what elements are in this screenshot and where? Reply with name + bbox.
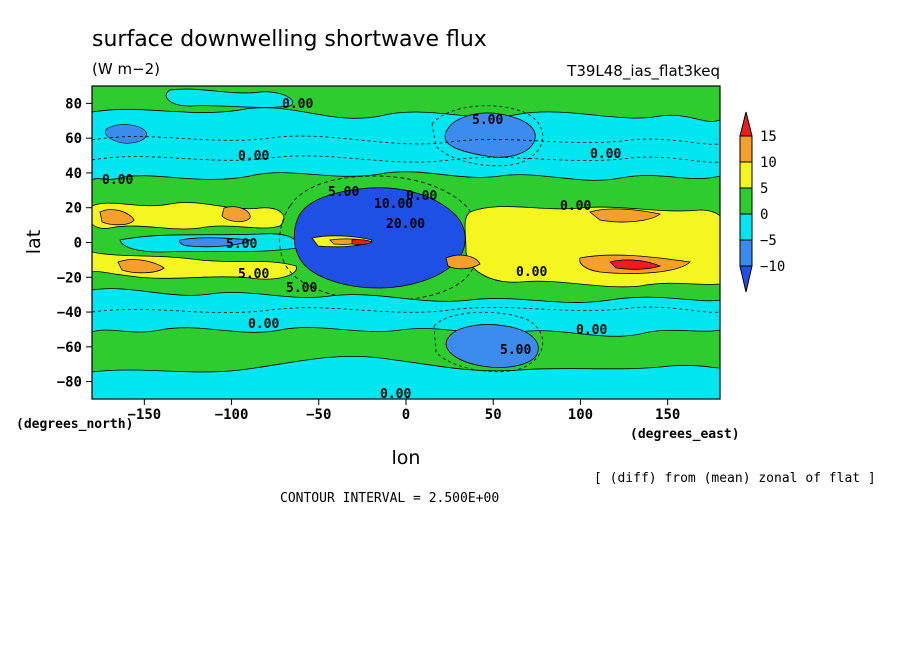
plot-area: 0.00 5.00 0.00 0.00 0.00 5.00 10.00 0.00… (57, 85, 721, 423)
fill-top-cyan-patch (165, 88, 293, 108)
contour-label: 0.00 (576, 323, 607, 338)
contour-label: 5.00 (286, 281, 317, 296)
chart-units: (W m−2) (92, 60, 160, 78)
contour-label: 5.00 (238, 267, 269, 282)
contour-label: 0.00 (248, 317, 279, 332)
y-tick-label: −20 (57, 270, 82, 286)
contour-label: 0.00 (282, 97, 313, 112)
fill-east-orange-north (589, 208, 661, 223)
fill-atlantic-red (351, 239, 373, 245)
y-tick-label: 20 (65, 201, 82, 217)
colorbar-swatch (739, 111, 753, 137)
fill-north-blue-patch (444, 112, 536, 158)
x-axis: −150 −100 −50 0 50 100 150 (127, 399, 680, 423)
chart-title: surface downwelling shortwave flux (92, 27, 487, 52)
fill-north-orange-2 (221, 206, 251, 222)
contour-fill-layer (92, 86, 720, 399)
fill-central-light-blue-ring (279, 175, 481, 301)
y-tick-label: −40 (57, 305, 82, 321)
colorbar-swatch (739, 135, 753, 163)
colorbar-label: 5 (760, 181, 768, 197)
contour-interval: CONTOUR INTERVAL = 2.500E+00 (280, 491, 499, 506)
y-tick-label: −80 (57, 375, 82, 391)
colorbar-swatch (739, 213, 753, 241)
colorbar-label: −5 (760, 233, 777, 249)
y-axis: 80 60 40 20 0 −20 −40 −60 −80 (57, 96, 92, 391)
contour-label: 0.00 (406, 189, 437, 204)
colorbar-swatch (739, 265, 753, 293)
y-tick-label: −60 (57, 340, 82, 356)
colorbar-label: −10 (760, 259, 785, 275)
fill-south-orange-west (117, 259, 165, 274)
fill-south-blue-patch (445, 324, 539, 368)
contour-lines (92, 105, 720, 373)
fill-north-cyan-left (105, 124, 147, 144)
contour-label: 0.00 (102, 173, 133, 188)
x-tick-label: 100 (568, 407, 593, 423)
fill-east-yellow-band (464, 206, 720, 288)
contour-label: 5.00 (328, 185, 359, 200)
x-tick-label: 50 (485, 407, 502, 423)
contour-label: 5.00 (472, 113, 503, 128)
fill-west-equatorial-blue (179, 237, 252, 248)
x-axis-label: lon (392, 447, 421, 469)
colorbar-swatch (739, 187, 753, 215)
contour-labels: 0.00 5.00 0.00 0.00 0.00 5.00 10.00 0.00… (102, 97, 621, 402)
colorbar-label: 10 (760, 155, 777, 171)
colorbar-label: 0 (760, 207, 768, 223)
fill-east-orange-mid (445, 254, 481, 270)
contour-label: 20.00 (386, 217, 425, 232)
y-tick-label: 0 (74, 236, 82, 252)
x-tick-label: 150 (655, 407, 680, 423)
y-tick-label: 60 (65, 131, 82, 147)
y-tick-label: 40 (65, 166, 82, 182)
y-axis-label: lat (23, 230, 45, 254)
x-tick-label: −100 (215, 407, 249, 423)
x-tick-label: −50 (306, 407, 331, 423)
colorbar: 15 10 5 0 −5 −10 (739, 111, 785, 293)
x-unit-label: (degrees_east) (630, 427, 740, 442)
x-tick-label: −150 (127, 407, 161, 423)
contour-label: 0.00 (238, 149, 269, 164)
contour-label: 0.00 (380, 387, 411, 402)
footnote: [ (diff) from (mean) zonal of flat ] (594, 471, 876, 486)
run-label: T39L48_ias_flat3keq (566, 62, 720, 81)
contour-label: 0.00 (560, 199, 591, 214)
fill-south-polar-cyan (92, 355, 720, 399)
y-tick-label: 80 (65, 96, 82, 112)
colorbar-swatch (739, 161, 753, 189)
fill-north-orange-1 (99, 209, 135, 226)
fill-east-red-south (609, 259, 662, 270)
y-unit-label: (degrees_north) (16, 417, 133, 432)
contour-label: 10.00 (374, 197, 413, 212)
contour-label: 0.00 (516, 265, 547, 280)
contour-label: 0.00 (590, 147, 621, 162)
colorbar-label: 15 (760, 129, 777, 145)
colorbar-swatch (739, 239, 753, 267)
x-tick-label: 0 (402, 407, 410, 423)
contour-label: 5.00 (500, 343, 531, 358)
contour-label: 5.00 (226, 237, 257, 252)
